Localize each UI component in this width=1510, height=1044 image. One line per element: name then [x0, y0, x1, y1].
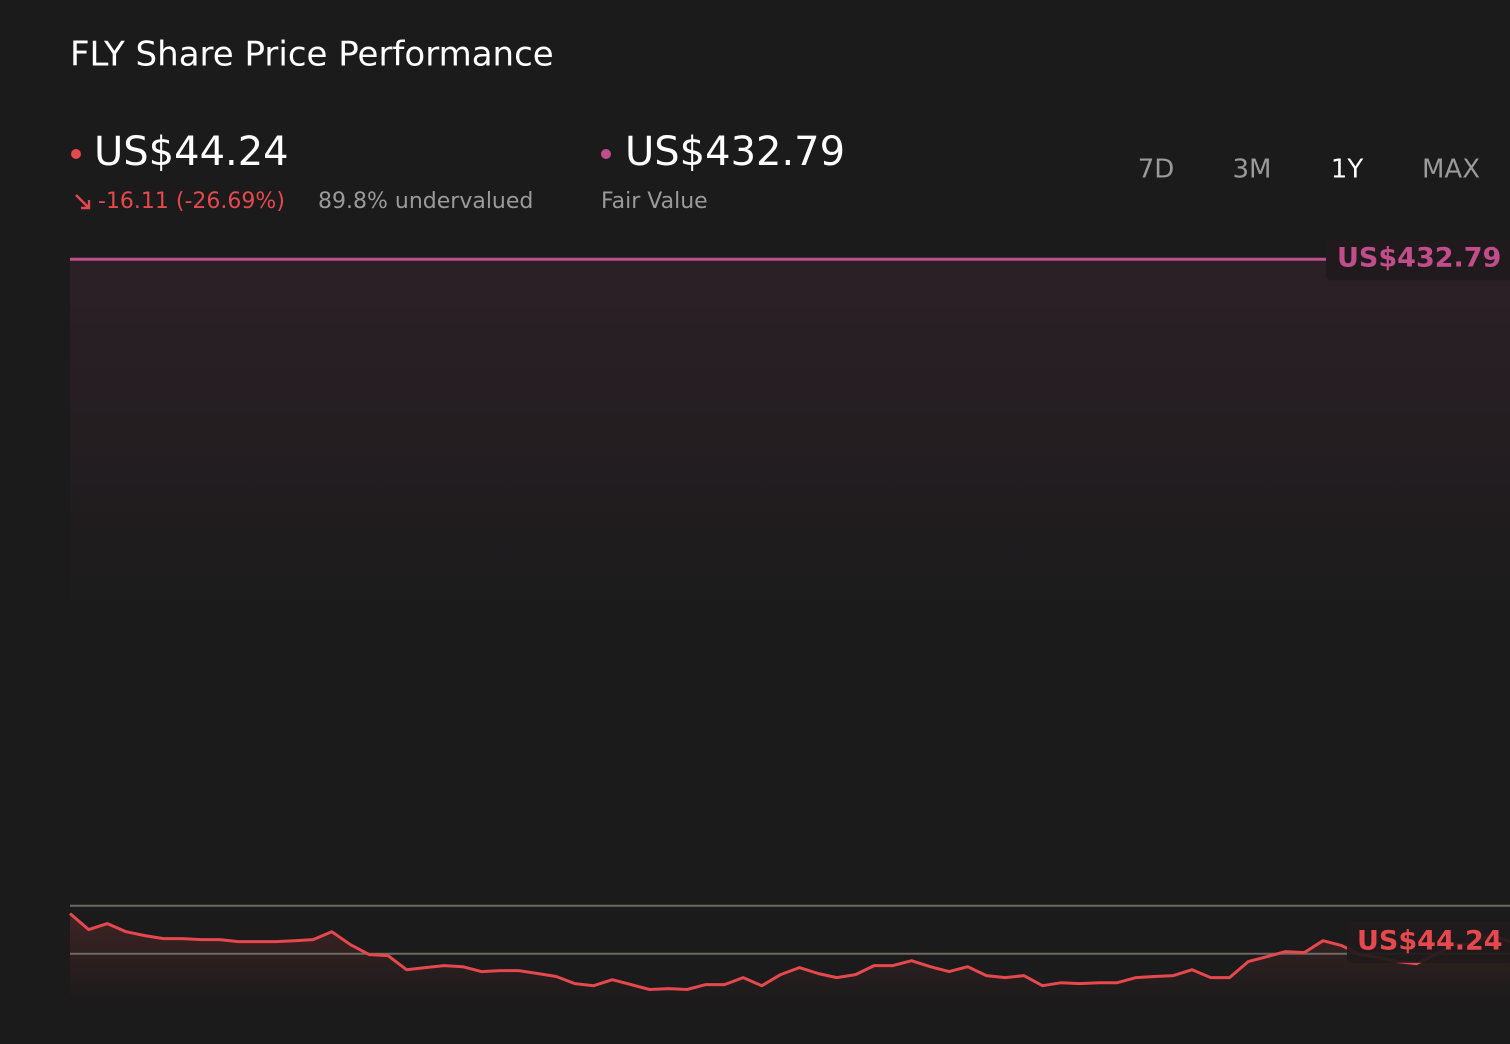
range-button[interactable]: 1Y	[1331, 155, 1364, 185]
price-label: US$44.24	[1357, 925, 1503, 956]
chart-title: FLY Share Price Performance	[70, 35, 554, 75]
fair-value: US$432.79	[625, 129, 845, 175]
fair-value-area	[70, 259, 1510, 1000]
range-button[interactable]: MAX	[1422, 155, 1480, 185]
price-change: -16.11 (-26.69%)	[98, 189, 285, 214]
price-value: US$44.24	[94, 129, 289, 175]
fair-value-legend-dot	[601, 149, 611, 159]
range-button[interactable]: 7D	[1138, 155, 1175, 185]
price-legend-dot	[71, 149, 81, 159]
price-line	[69, 912, 1510, 991]
valuation: 89.8% undervalued	[318, 189, 533, 214]
range-button[interactable]: 3M	[1233, 155, 1272, 185]
down-arrow-icon	[75, 194, 91, 210]
plot-area: US$44.24 US$432.79	[69, 238, 1510, 1000]
fair-value-caption: Fair Value	[601, 189, 708, 214]
fair-value-label: US$432.79	[1337, 243, 1501, 274]
price-label-box	[1347, 920, 1510, 963]
price-area	[70, 913, 1510, 1000]
fair-value-label-box	[1326, 238, 1510, 281]
